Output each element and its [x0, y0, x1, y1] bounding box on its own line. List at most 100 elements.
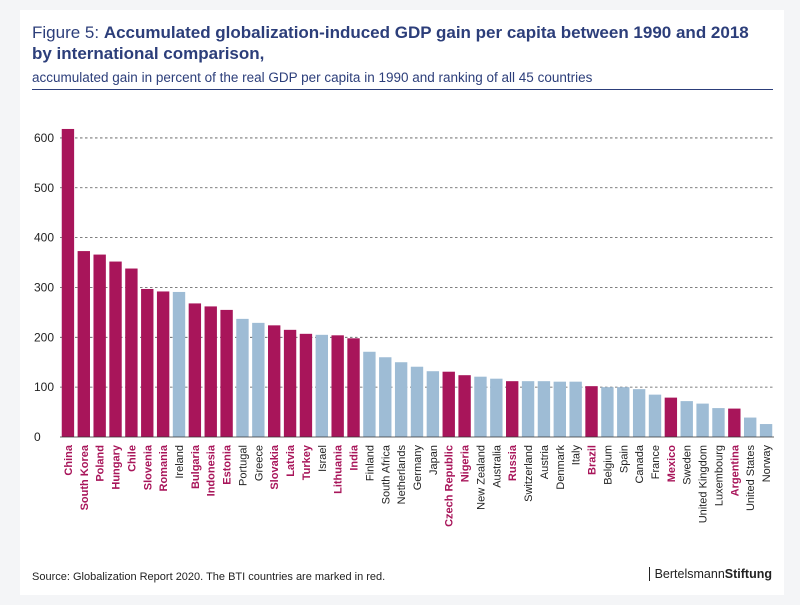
x-tick-label: Hungary [111, 444, 123, 490]
bar [252, 322, 265, 437]
x-tick-label: Brazil [587, 445, 599, 475]
x-tick-label: Luxembourg [713, 445, 725, 506]
x-tick-label: United States [745, 445, 757, 512]
bar [712, 408, 725, 437]
x-tick-label: Indonesia [206, 444, 218, 496]
x-tick-label: Finland [364, 445, 376, 481]
bar [188, 303, 202, 437]
x-tick-label: Switzerland [523, 445, 535, 502]
figure-card: Figure 5: Accumulated globalization-indu… [20, 10, 784, 595]
bar [458, 375, 471, 437]
x-tick-label: Lithuania [333, 444, 345, 494]
bar [93, 254, 106, 437]
bar [442, 371, 455, 437]
figure-label: Figure 5: [32, 23, 100, 42]
x-tick-label: Russia [507, 444, 519, 481]
x-tick-label: Canada [634, 444, 646, 483]
y-tick-label: 100 [34, 380, 54, 394]
y-tick-label: 400 [34, 231, 54, 245]
figure-title-text: Accumulated globalization-induced GDP ga… [32, 23, 749, 63]
x-tick-label: Slovakia [269, 444, 281, 490]
x-tick-label: Denmark [555, 445, 567, 490]
x-tick-label: Belgium [602, 445, 614, 485]
bar [299, 333, 313, 437]
bar [664, 397, 678, 437]
x-tick-label: Nigeria [460, 444, 472, 482]
bar [220, 309, 233, 437]
bar [680, 401, 693, 437]
x-tick-label: Argentina [729, 444, 741, 496]
bar [474, 376, 487, 437]
x-tick-label: Ireland [174, 445, 186, 479]
bar [77, 251, 90, 437]
x-tick-label: Czech Republic [444, 445, 456, 527]
bar [696, 403, 709, 437]
bar [109, 261, 122, 437]
brand-regular: Bertelsmann [654, 567, 725, 581]
title-divider [32, 89, 773, 90]
x-tick-label: Norway [761, 445, 773, 483]
x-tick-label: Greece [253, 445, 265, 481]
bar [426, 371, 440, 437]
x-tick-label: Bulgaria [190, 444, 202, 489]
bar [394, 362, 408, 437]
x-tick-label: France [650, 445, 662, 479]
bar [521, 381, 535, 437]
bar [569, 381, 582, 437]
bar [236, 318, 249, 437]
x-tick-label: Italy [571, 445, 583, 466]
bar [125, 268, 138, 437]
bar [61, 128, 75, 437]
brand-logo: BertelsmannStiftung [648, 567, 772, 581]
x-tick-label: Netherlands [396, 445, 408, 505]
x-tick-label: Estonia [222, 444, 234, 485]
x-tick-label: Poland [95, 445, 107, 482]
bar [315, 334, 328, 437]
x-tick-label: Israel [317, 445, 329, 472]
bar [283, 329, 297, 437]
x-tick-label: New Zealand [475, 445, 487, 510]
x-tick-label: Spain [618, 445, 630, 473]
bar [744, 417, 757, 437]
x-tick-label: South Korea [79, 444, 91, 510]
figure-subtitle: accumulated gain in percent of the real … [32, 70, 593, 85]
bar [728, 408, 741, 437]
source-note: Source: Globalization Report 2020. The B… [32, 571, 386, 583]
x-tick-label: Turkey [301, 444, 313, 480]
bar [553, 381, 566, 437]
x-tick-label: Australia [491, 444, 503, 488]
bar [410, 366, 424, 437]
x-tick-label: Japan [428, 445, 440, 475]
bar [617, 387, 630, 437]
bar [490, 378, 503, 437]
y-tick-label: 200 [34, 330, 54, 344]
y-tick-label: 0 [34, 430, 41, 444]
bar [379, 357, 392, 437]
bar [156, 291, 170, 437]
bar [601, 387, 614, 437]
bar [648, 394, 662, 437]
x-tick-label: Romania [158, 444, 170, 491]
x-tick-label: Chile [126, 445, 138, 472]
x-tick-label: India [349, 444, 361, 471]
x-tick-label: Austria [539, 444, 551, 479]
y-tick-label: 600 [34, 131, 54, 145]
y-tick-label: 300 [34, 280, 54, 294]
x-tick-label: Slovenia [142, 444, 154, 490]
brand-bold: Stiftung [724, 567, 772, 581]
bar [141, 288, 154, 437]
bar [506, 381, 519, 437]
bar [632, 389, 646, 437]
x-tick-label: China [63, 444, 75, 475]
bar [172, 291, 186, 437]
bar [759, 424, 773, 437]
figure-title: Figure 5: Accumulated globalization-indu… [32, 22, 772, 64]
bar [331, 335, 344, 437]
x-tick-label: Mexico [666, 445, 678, 483]
x-tick-label: United Kingdom [698, 445, 710, 523]
x-tick-label: Latvia [285, 444, 297, 477]
bar [268, 325, 281, 437]
y-tick-label: 500 [34, 181, 54, 195]
x-tick-label: Germany [412, 445, 424, 491]
bar [537, 381, 551, 437]
